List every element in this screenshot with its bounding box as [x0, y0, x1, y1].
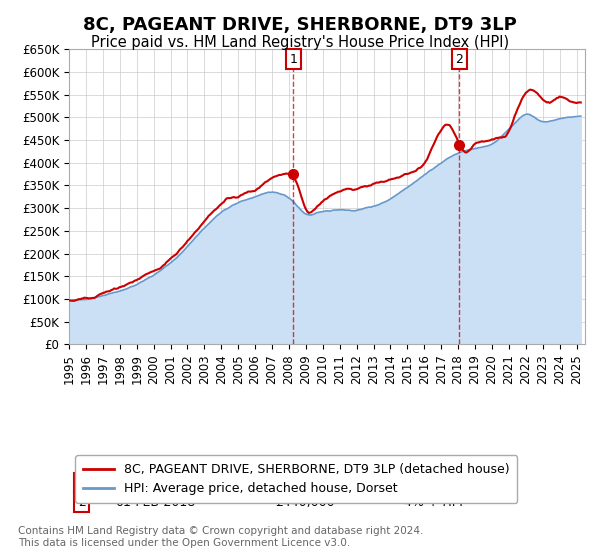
Text: 03-APR-2008: 03-APR-2008	[115, 476, 196, 489]
Text: £440,000: £440,000	[275, 496, 335, 509]
Text: Price paid vs. HM Land Registry's House Price Index (HPI): Price paid vs. HM Land Registry's House …	[91, 35, 509, 50]
Text: Contains HM Land Registry data © Crown copyright and database right 2024.
This d: Contains HM Land Registry data © Crown c…	[18, 526, 424, 548]
Text: 8C, PAGEANT DRIVE, SHERBORNE, DT9 3LP: 8C, PAGEANT DRIVE, SHERBORNE, DT9 3LP	[83, 16, 517, 34]
Text: 01-FEB-2018: 01-FEB-2018	[115, 496, 196, 509]
Text: 14% ↑ HPI: 14% ↑ HPI	[404, 476, 471, 489]
Text: £375,000: £375,000	[275, 476, 335, 489]
Text: 2: 2	[455, 53, 463, 66]
Text: 1: 1	[289, 53, 297, 66]
Text: 4% ↑ HPI: 4% ↑ HPI	[404, 496, 463, 509]
Text: 2: 2	[78, 496, 86, 509]
Text: 1: 1	[78, 476, 86, 489]
Legend: 8C, PAGEANT DRIVE, SHERBORNE, DT9 3LP (detached house), HPI: Average price, deta: 8C, PAGEANT DRIVE, SHERBORNE, DT9 3LP (d…	[75, 455, 517, 503]
